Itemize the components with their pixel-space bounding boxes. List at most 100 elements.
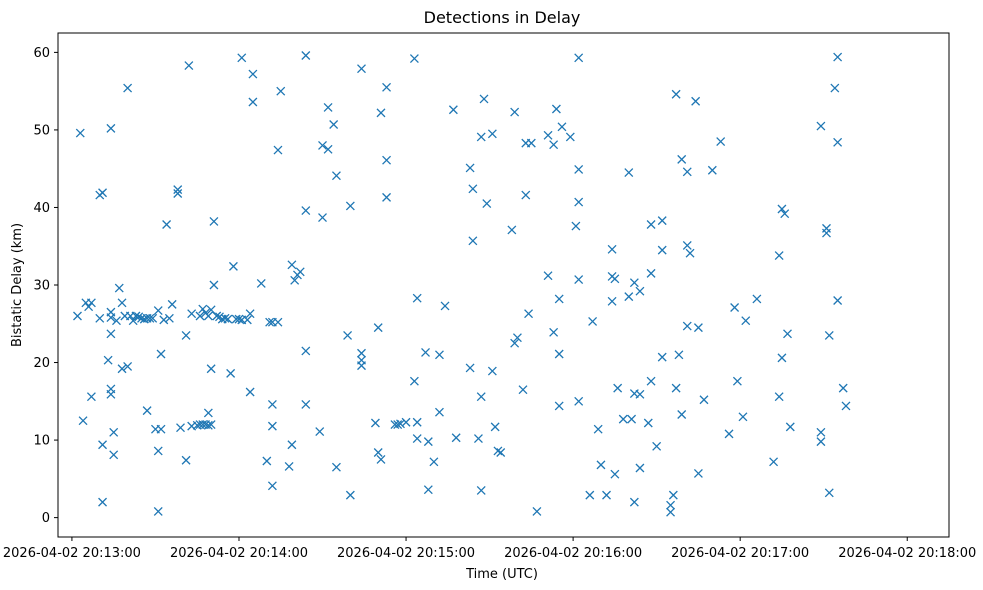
data-point xyxy=(777,353,787,363)
data-point xyxy=(153,446,163,456)
data-point xyxy=(203,311,213,321)
data-point xyxy=(220,313,230,323)
data-point xyxy=(490,422,500,432)
data-point xyxy=(610,469,620,479)
data-point xyxy=(162,220,172,229)
data-point xyxy=(345,201,355,211)
data-point xyxy=(682,167,692,177)
data-point xyxy=(78,416,88,426)
data-point xyxy=(248,69,258,79)
data-point xyxy=(624,168,634,178)
data-point xyxy=(376,108,386,118)
data-point xyxy=(512,333,522,343)
data-point xyxy=(451,433,461,443)
y-tick-label: 10 xyxy=(33,434,50,449)
data-point xyxy=(518,385,528,395)
data-point xyxy=(780,209,790,219)
data-point xyxy=(318,213,327,223)
data-point xyxy=(86,298,96,308)
data-point xyxy=(109,427,119,437)
data-point xyxy=(412,434,422,443)
data-point xyxy=(318,140,327,150)
data-point xyxy=(212,311,222,321)
data-point xyxy=(223,314,233,324)
data-point xyxy=(382,192,392,202)
data-point xyxy=(479,94,489,104)
data-point xyxy=(629,278,639,288)
data-point xyxy=(106,313,116,323)
data-point xyxy=(181,455,191,465)
data-point xyxy=(412,417,422,427)
data-point xyxy=(674,350,684,360)
data-point xyxy=(262,456,272,466)
data-point xyxy=(543,130,553,140)
y-axis-label: Bistatic Delay (km) xyxy=(10,223,25,347)
data-point xyxy=(209,216,219,226)
y-tick-label: 30 xyxy=(33,279,50,294)
data-point xyxy=(666,507,676,517)
data-point xyxy=(245,309,255,319)
data-point xyxy=(677,154,687,164)
data-point xyxy=(833,52,843,62)
data-point xyxy=(167,299,177,309)
data-point xyxy=(75,128,85,138)
data-point xyxy=(267,421,277,431)
data-point xyxy=(429,457,439,467)
x-tick-label: 2026-04-02 20:18:00 xyxy=(838,546,976,561)
y-tick-label: 20 xyxy=(33,356,50,371)
y-tick-label: 60 xyxy=(33,46,50,61)
data-point xyxy=(635,286,645,296)
data-point xyxy=(716,137,726,147)
data-point xyxy=(434,350,444,360)
data-point xyxy=(173,189,183,198)
data-point xyxy=(409,376,419,386)
data-point xyxy=(357,348,366,358)
data-point xyxy=(693,468,703,478)
data-point xyxy=(732,376,742,386)
data-point xyxy=(627,414,637,424)
data-point xyxy=(468,236,478,246)
data-point xyxy=(323,102,333,112)
data-point xyxy=(551,104,561,114)
data-point xyxy=(331,462,341,472)
data-point xyxy=(440,301,450,311)
data-point xyxy=(184,61,194,71)
data-point xyxy=(376,455,386,464)
data-point xyxy=(510,338,520,348)
data-point xyxy=(574,396,584,406)
data-point xyxy=(465,363,475,373)
data-point xyxy=(173,185,183,195)
data-point xyxy=(145,313,155,323)
data-point xyxy=(532,506,542,516)
data-point xyxy=(585,490,595,500)
data-point xyxy=(206,364,216,374)
data-point xyxy=(607,296,617,306)
data-point xyxy=(331,171,341,181)
data-point xyxy=(234,314,244,324)
data-point xyxy=(401,417,411,427)
data-point xyxy=(816,121,826,131)
data-point xyxy=(273,317,283,327)
data-point xyxy=(98,440,108,450)
data-point xyxy=(554,349,564,359)
data-point xyxy=(148,313,158,323)
data-point xyxy=(276,86,286,96)
data-point xyxy=(666,500,676,510)
data-point xyxy=(574,165,584,174)
data-point xyxy=(521,190,531,200)
data-points xyxy=(73,51,851,517)
data-point xyxy=(434,407,444,417)
data-point xyxy=(476,486,486,495)
data-point xyxy=(607,244,617,254)
data-point xyxy=(557,122,567,132)
data-point xyxy=(554,401,564,411)
data-point xyxy=(423,485,433,495)
data-point xyxy=(507,225,517,235)
y-axis: 0 10 20 30 40 50 60 xyxy=(33,46,58,526)
data-point xyxy=(671,89,681,99)
data-point xyxy=(206,420,216,430)
data-point xyxy=(123,361,133,371)
data-point xyxy=(128,316,138,326)
